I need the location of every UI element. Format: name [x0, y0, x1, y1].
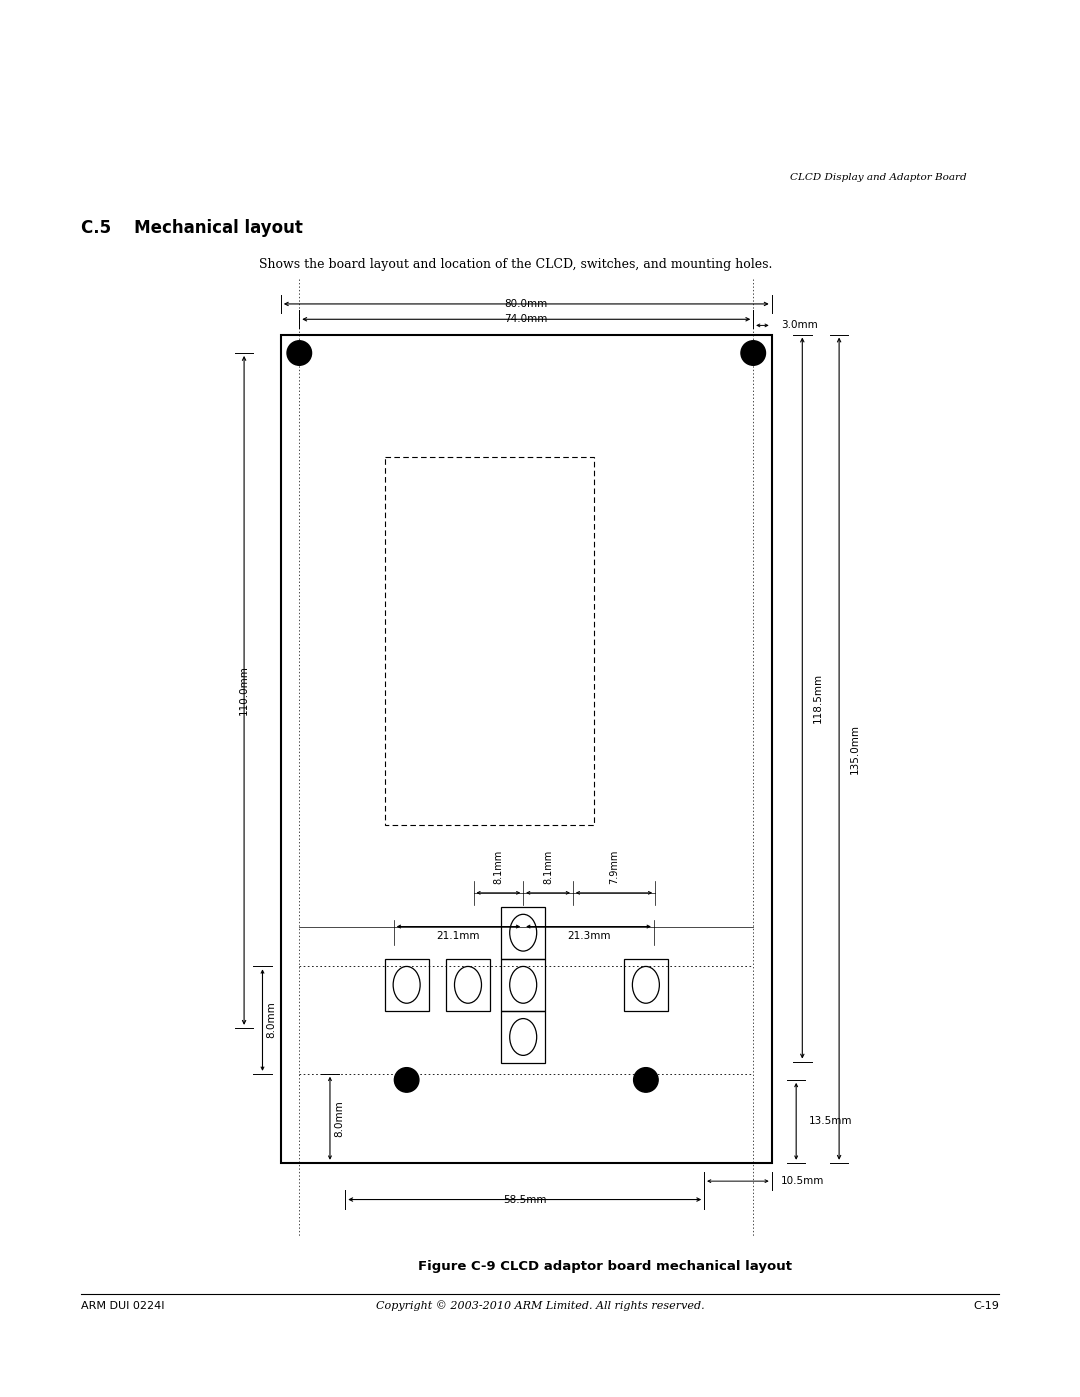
Text: CLCD Display and Adaptor Board: CLCD Display and Adaptor Board [789, 173, 967, 182]
Text: 8.0mm: 8.0mm [334, 1099, 345, 1137]
Bar [386, 457, 594, 826]
Text: C-19: C-19 [973, 1301, 999, 1310]
Text: Figure C-9 CLCD adaptor board mechanical layout: Figure C-9 CLCD adaptor board mechanical… [418, 1260, 792, 1273]
Bar [384, 958, 429, 1011]
Bar [281, 335, 771, 1162]
Text: 74.0mm: 74.0mm [504, 314, 548, 324]
Bar [501, 958, 545, 1011]
Text: 21.3mm: 21.3mm [567, 930, 610, 940]
Text: 3.0mm: 3.0mm [781, 320, 818, 331]
Bar [624, 958, 667, 1011]
Circle shape [741, 341, 766, 365]
Text: 8.0mm: 8.0mm [267, 1002, 276, 1038]
Circle shape [634, 1067, 658, 1092]
Text: 80.0mm: 80.0mm [504, 299, 548, 309]
Text: 13.5mm: 13.5mm [809, 1116, 852, 1126]
Text: Copyright © 2003-2010 ARM Limited. All rights reserved.: Copyright © 2003-2010 ARM Limited. All r… [376, 1301, 704, 1312]
Bar [501, 907, 545, 958]
Text: 110.0mm: 110.0mm [239, 665, 249, 715]
Text: 7.9mm: 7.9mm [609, 849, 619, 884]
Bar [501, 1011, 545, 1063]
Text: 135.0mm: 135.0mm [850, 724, 860, 774]
Circle shape [287, 341, 311, 365]
Text: 58.5mm: 58.5mm [503, 1194, 546, 1204]
Text: Shows the board layout and location of the CLCD, switches, and mounting holes.: Shows the board layout and location of t… [259, 258, 772, 271]
Text: C.5    Mechanical layout: C.5 Mechanical layout [81, 219, 302, 237]
Text: 10.5mm: 10.5mm [781, 1176, 824, 1186]
Text: 8.1mm: 8.1mm [543, 849, 553, 884]
Circle shape [394, 1067, 419, 1092]
Text: 21.1mm: 21.1mm [436, 930, 481, 940]
Text: ARM DUI 0224I: ARM DUI 0224I [81, 1301, 164, 1310]
Bar [446, 958, 490, 1011]
Text: 118.5mm: 118.5mm [812, 673, 823, 724]
Text: 8.1mm: 8.1mm [494, 849, 503, 884]
